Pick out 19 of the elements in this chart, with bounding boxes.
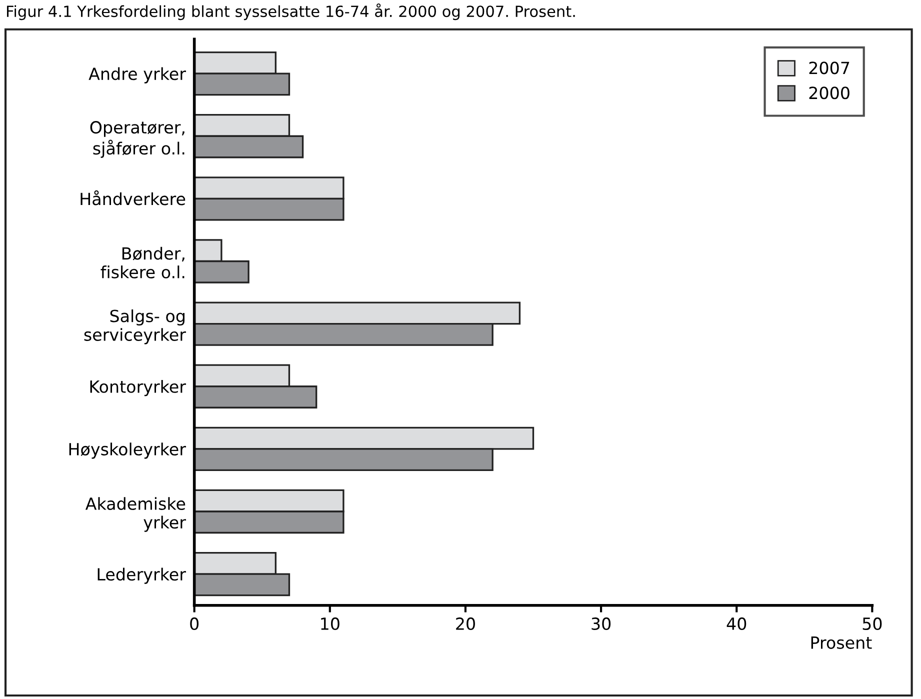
y-tick-label: Salgs- og serviceyrker: [84, 309, 186, 344]
y-tick-label: Akademiske yrker: [85, 497, 186, 532]
y-tick-label: Bønder, fiskere o.l.: [100, 246, 184, 278]
x-tick-label: 30: [592, 617, 611, 630]
x-tick-label: 10: [321, 617, 340, 630]
y-tick-label: Operatører, sjåfører o.l.: [90, 121, 184, 158]
x-tick-label: 50: [862, 617, 882, 630]
legend-label: 2000: [809, 86, 850, 100]
chart-title: Figur 4.1 Yrkesfordeling blant sysselsatte 16-74 år. 2000 og 2007. Prosent.: [7, 3, 575, 20]
y-tick-label: Høyskoleyrker: [69, 442, 186, 459]
x-tick-label: 40: [726, 617, 746, 630]
x-tick-label: 20: [456, 617, 475, 630]
legend-label: 2007: [809, 62, 850, 74]
y-tick-label: Andre yrker: [88, 67, 186, 84]
x-axis-title: Prosent: [811, 636, 872, 649]
x-tick-label: 0: [190, 617, 199, 630]
y-tick-label: Kontoryrker: [90, 380, 186, 396]
y-tick-label: Lederyrker: [98, 568, 186, 584]
y-tick-label: Håndverkere: [80, 190, 186, 206]
